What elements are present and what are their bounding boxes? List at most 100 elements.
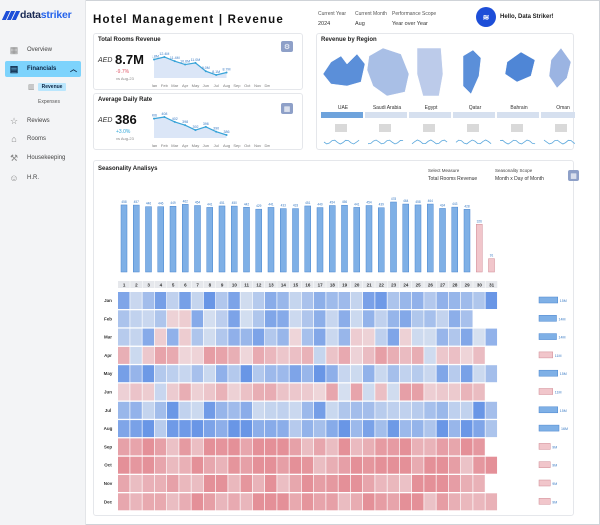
heatmap-cell (424, 438, 436, 456)
heatmap-cell (424, 365, 436, 383)
heatmap-cell (338, 365, 351, 383)
heatmap-cell (363, 438, 375, 456)
heatmap-cell (399, 292, 412, 309)
day-header-cell (485, 281, 498, 288)
heatmap-cell (240, 328, 253, 346)
heatmap-cell (191, 475, 204, 492)
measure-select[interactable]: Total Rooms Revenue (428, 176, 478, 182)
heatmap-cell (179, 456, 191, 474)
sidebar-item-label: Rooms (27, 136, 47, 142)
money-icon: ▤ (9, 63, 19, 74)
heatmap-cell (375, 420, 387, 438)
region-label[interactable]: Bahrain (510, 105, 528, 111)
month-tick-label: Feb (161, 143, 169, 148)
heatmap-cell (473, 383, 485, 401)
day-total-label: 451 (219, 201, 225, 205)
filter-performance-scope[interactable]: Performance Scope Year over Year (392, 11, 437, 27)
heatmap-cell (473, 420, 485, 438)
heatmap-cell (461, 401, 473, 419)
day-total-bar (414, 204, 422, 273)
heatmap-cell (436, 292, 449, 309)
sidebar-item-rooms[interactable]: ⌂ Rooms (5, 131, 81, 147)
heatmap-cell (265, 438, 277, 456)
region-label[interactable]: Saudi Arabia (372, 105, 402, 111)
user-greeting[interactable]: ≋ Hello, Data Striker! (476, 7, 572, 27)
sidebar-subitem-expenses[interactable]: Expenses (38, 99, 60, 105)
heatmap-cell (277, 346, 289, 364)
month-row-label: Jul (105, 408, 112, 413)
sidebar-item-housekeeping[interactable]: ⚒ Housekeeping (5, 150, 81, 166)
month-total-label: 15M (560, 409, 567, 413)
day-total-bar (476, 224, 483, 273)
month-total-bar (538, 461, 551, 468)
heatmap-cell (399, 401, 412, 419)
logo-mark-icon (1, 10, 21, 20)
region-label[interactable]: Oman (556, 105, 570, 111)
region-label[interactable]: Qatar (468, 105, 482, 111)
region-title: Revenue by Region (321, 37, 377, 43)
heatmap-cell (412, 401, 424, 419)
heatmap-cell (191, 292, 204, 309)
region-shape (548, 47, 572, 89)
sidebar-item-overview[interactable]: ▦ Overview (5, 42, 81, 58)
filter-current-year[interactable]: Current Year 2024 (318, 11, 347, 27)
heatmap-cell (448, 438, 461, 456)
heatmap-cell (448, 310, 461, 328)
heatmap-cell (228, 401, 240, 419)
heatmap-cell (289, 493, 302, 511)
heatmap-cell (375, 310, 387, 328)
grid-view-icon[interactable]: ▦ (568, 170, 579, 181)
month-tick-label: Jul (214, 143, 219, 148)
region-label[interactable]: Egypt (424, 105, 438, 111)
heatmap-cell (289, 456, 302, 474)
heatmap-cell (448, 475, 461, 492)
flag-icon (423, 124, 435, 132)
heatmap-cell (301, 383, 314, 401)
heatmap-cell (265, 292, 277, 309)
trend-point (153, 117, 155, 120)
heatmap-cell (350, 493, 363, 511)
page-title: Hotel Management | Revenue (93, 14, 284, 26)
heatmap-cell (203, 438, 216, 456)
heatmap-cell (412, 346, 424, 364)
heatmap-cell (448, 365, 461, 383)
heatmap-cell (485, 456, 498, 474)
heatmap-cell (301, 456, 314, 474)
month-total-label: 16M (561, 427, 568, 431)
day-header-label: 12 (256, 283, 262, 288)
chart-toggle-icon[interactable]: ▦ (281, 103, 293, 114)
day-total-bar (194, 205, 201, 273)
day-total-label: 441 (268, 202, 274, 206)
heatmap-cell (412, 456, 424, 474)
sidebar-item-reviews[interactable]: ☆ Reviews (5, 113, 81, 129)
heatmap-cell (412, 365, 424, 383)
heatmap-cell (167, 292, 179, 309)
filter-current-month[interactable]: Current Month Aug (355, 11, 387, 27)
chart-toggle-icon[interactable]: ⚙ (281, 41, 293, 52)
heatmap-cell (436, 383, 449, 401)
brand-logo[interactable]: datastriker (1, 9, 72, 21)
sidebar-item-hr[interactable]: ☺ H.R. (5, 170, 81, 186)
month-total-label: 14M (559, 336, 566, 340)
trend-point-label: 390 (213, 127, 219, 131)
month-tick-label: Mar (171, 83, 179, 88)
kpi-value: 386 (115, 112, 137, 127)
heatmap-cell (387, 438, 400, 456)
day-header-label: 25 (416, 283, 422, 288)
heatmap-cell (436, 438, 449, 456)
chevron-up-icon[interactable]: ︿ (70, 66, 77, 73)
sidebar-subitem-revenue[interactable]: ▥ Revenue (28, 82, 67, 92)
scope-select[interactable]: Month x Day of Month (495, 176, 544, 182)
day-header-label: 27 (440, 283, 446, 288)
day-total-bar (439, 208, 446, 273)
day-total-label: 326 (477, 219, 483, 223)
day-header-label: 24 (403, 283, 409, 288)
region-label[interactable]: UAE (337, 105, 349, 111)
sidebar-item-financials[interactable]: ▤ Financials ︿ (5, 61, 81, 77)
heatmap-cell (314, 456, 326, 474)
day-total-label: 434 (440, 203, 446, 207)
heatmap-cell (191, 365, 204, 383)
month-total-bar (538, 406, 558, 414)
heatmap-cell (252, 420, 265, 438)
heatmap-cell (167, 401, 179, 419)
